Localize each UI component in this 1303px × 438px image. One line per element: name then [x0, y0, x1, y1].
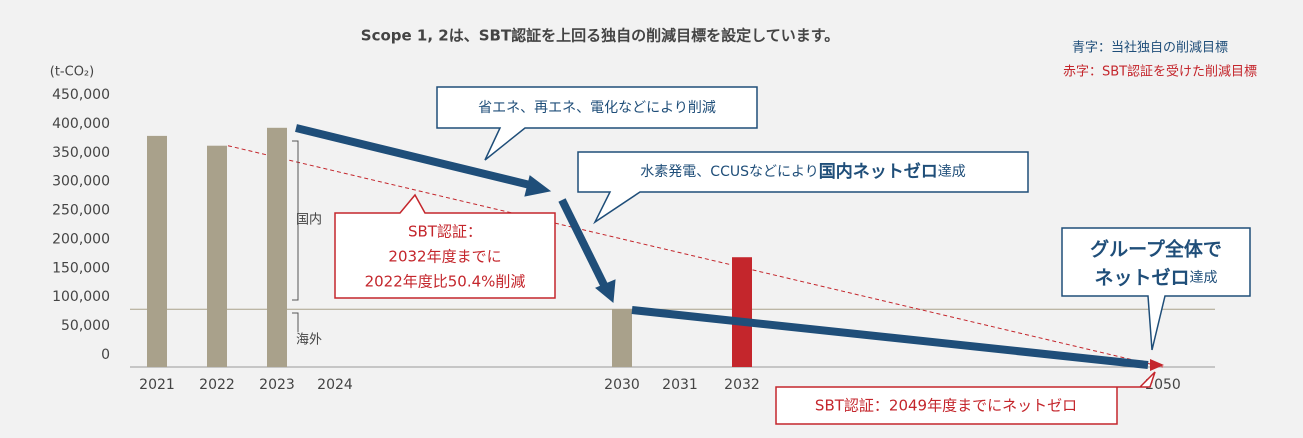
y-tick-label: 350,000	[52, 145, 110, 161]
domestic-label: 国内	[296, 212, 322, 228]
bar	[612, 309, 632, 367]
callout-part: ネットゼロ	[1094, 266, 1189, 289]
y-tick-label: 0	[101, 347, 110, 363]
arrow	[631, 306, 1149, 369]
y-tick-label: 100,000	[52, 289, 110, 305]
y-tick-label: 150,000	[52, 260, 110, 276]
bracket	[292, 140, 299, 332]
callout-part: 達成	[1190, 270, 1218, 286]
x-tick-label: 2023	[259, 377, 295, 393]
callout-part: 水素発電、CCUSなどにより	[640, 164, 818, 180]
arrowhead	[524, 175, 552, 197]
arrow	[558, 198, 609, 289]
callout-text: ネットゼロ達成	[1094, 266, 1217, 289]
callout-part: 国内ネットゼロ	[819, 161, 938, 182]
y-tick-label: 450,000	[52, 87, 110, 103]
sbt-text: SBT認証：2049年度までにネットゼロ	[815, 397, 1077, 415]
x-tick-label: 2021	[139, 377, 175, 393]
bar	[147, 135, 167, 367]
y-tick-label: 250,000	[52, 203, 110, 219]
callout-text: 水素発電、CCUSなどにより国内ネットゼロ達成	[640, 161, 965, 182]
y-tick-label: 300,000	[52, 174, 110, 190]
overseas-label: 海外	[296, 333, 322, 348]
bar	[267, 127, 287, 367]
y-unit: (t-CO₂)	[50, 65, 94, 80]
bar	[732, 257, 752, 367]
bar	[207, 145, 227, 367]
chart-title: Scope 1, 2は、SBT認証を上回る独自の削減目標を設定しています。	[361, 27, 839, 45]
x-tick-label: 2050	[1145, 377, 1181, 393]
callout-box	[436, 86, 758, 161]
sbt-text: SBT認証：	[408, 223, 482, 241]
x-tick-label: 2030	[604, 377, 640, 393]
legend-red: 赤字：SBT認証を受けた削減目標	[1063, 64, 1257, 80]
callout-box	[1061, 227, 1251, 351]
x-tick-label: 2032	[724, 377, 760, 393]
x-tick-label: 2031	[662, 377, 698, 393]
sbt-trajectory	[227, 145, 1164, 368]
x-tick-label: 2024	[317, 377, 353, 393]
sbt-text: 2032年度までに	[388, 248, 501, 266]
reduction-arrows	[295, 124, 1149, 369]
sbt-box	[775, 371, 1156, 425]
plot: 0 50,000 100,000 150,000 200,000 250,000 300,0…	[52, 87, 1215, 393]
legend-blue: 青字：当社独自の削減目標	[1072, 40, 1228, 56]
target-marker	[1150, 359, 1164, 371]
sbt-box	[334, 193, 556, 299]
y-tick-label: 400,000	[52, 116, 110, 132]
x-tick-label: 2022	[199, 377, 235, 393]
callout-box	[577, 151, 1029, 225]
y-tick-label: 50,000	[61, 318, 110, 334]
callout-part: 達成	[938, 164, 966, 180]
arrow	[295, 124, 535, 190]
sbt-text: 2022年度比50.4%削減	[365, 273, 526, 291]
callout-text: グループ全体で	[1090, 238, 1222, 261]
callout-text: 省エネ、再エネ、電化などにより削減	[478, 99, 716, 116]
y-tick-label: 200,000	[52, 231, 110, 247]
arrowhead	[595, 279, 616, 303]
